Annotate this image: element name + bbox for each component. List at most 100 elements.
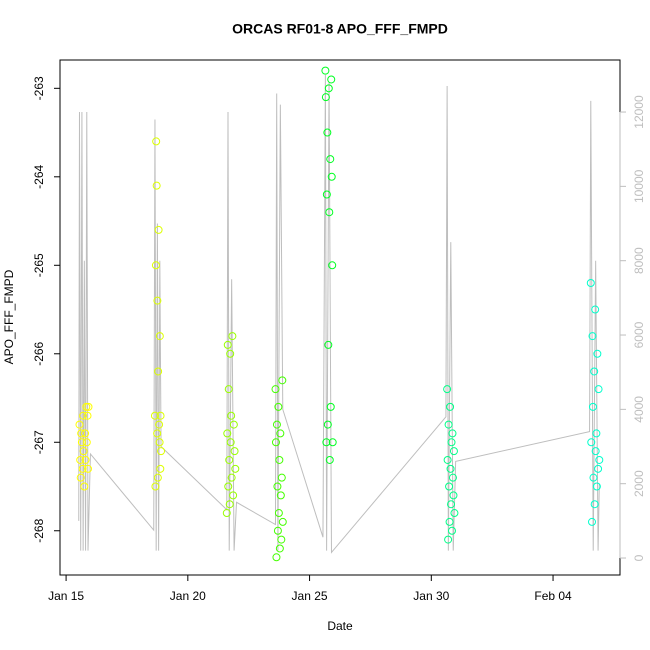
point: [591, 447, 600, 456]
point: [587, 438, 596, 447]
point: [445, 482, 454, 491]
point: [589, 473, 598, 482]
point: [272, 553, 281, 562]
point: [156, 464, 165, 473]
point: [445, 517, 454, 526]
point: [77, 429, 86, 438]
point: [449, 447, 458, 456]
point: [326, 402, 335, 411]
point: [592, 482, 601, 491]
point: [222, 509, 231, 518]
y-axis-label: APO_FFF_FMPD: [2, 269, 16, 364]
point: [325, 455, 334, 464]
y-tick-label: -266: [32, 341, 46, 365]
point: [225, 455, 234, 464]
point: [590, 500, 599, 509]
point: [277, 473, 286, 482]
point: [447, 500, 456, 509]
point: [271, 438, 280, 447]
point: [446, 402, 455, 411]
point: [588, 402, 597, 411]
point: [79, 447, 88, 456]
point: [444, 535, 453, 544]
point: [277, 535, 286, 544]
x-tick-label: Jan 25: [292, 589, 328, 603]
point: [231, 464, 240, 473]
point: [326, 155, 335, 164]
point: [155, 438, 164, 447]
point: [592, 429, 601, 438]
point: [444, 420, 453, 429]
point: [83, 411, 92, 420]
point: [81, 455, 90, 464]
point: [77, 438, 86, 447]
point: [325, 208, 334, 217]
y-tick-label: -268: [32, 518, 46, 542]
point: [321, 93, 330, 102]
point: [229, 491, 238, 500]
point: [153, 429, 162, 438]
y-tick-label: -265: [32, 253, 46, 277]
x-tick-label: Jan 15: [48, 589, 84, 603]
point: [586, 278, 595, 287]
point: [274, 402, 283, 411]
point: [274, 509, 283, 518]
point: [80, 482, 89, 491]
point: [276, 491, 285, 500]
point: [76, 455, 85, 464]
x-tick-label: Jan 20: [170, 589, 206, 603]
y-tick-label: -267: [32, 430, 46, 454]
x-tick-label: Jan 30: [413, 589, 449, 603]
point: [155, 420, 164, 429]
point: [78, 464, 87, 473]
point: [227, 411, 236, 420]
point: [224, 385, 233, 394]
point: [327, 172, 336, 181]
point: [153, 296, 162, 305]
point: [450, 509, 459, 518]
point: [278, 376, 287, 385]
point: [588, 517, 596, 526]
point: [226, 438, 235, 447]
y-tick-label: -263: [32, 76, 46, 100]
point: [228, 332, 237, 341]
point: [272, 420, 281, 429]
y2-tick-label: 4000: [632, 396, 646, 423]
point: [152, 137, 161, 146]
point: [595, 455, 604, 464]
point: [328, 261, 337, 270]
point: [226, 349, 235, 358]
point: [448, 429, 457, 438]
point: [150, 411, 159, 420]
x-axis-label: Date: [327, 619, 353, 633]
point: [278, 517, 287, 526]
point: [275, 455, 284, 464]
point: [152, 181, 161, 190]
point: [84, 402, 93, 411]
point: [322, 438, 331, 447]
point: [224, 482, 233, 491]
point: [79, 411, 88, 420]
y2-tick-label: 2000: [632, 470, 646, 497]
point: [321, 66, 330, 75]
point: [590, 367, 599, 376]
point: [76, 473, 85, 482]
x-tick-label: Feb 04: [534, 589, 572, 603]
point: [594, 385, 603, 394]
point: [223, 340, 232, 349]
y2-tick-label: 8000: [632, 247, 646, 274]
point: [230, 447, 239, 456]
point: [276, 429, 285, 438]
point: [81, 429, 90, 438]
point: [75, 420, 84, 429]
point: [328, 438, 337, 447]
point: [155, 332, 164, 341]
point: [227, 473, 236, 482]
point: [157, 447, 166, 456]
point: [588, 332, 597, 341]
point: [229, 420, 238, 429]
chart-title: ORCAS RF01-8 APO_FFF_FMPD: [232, 21, 448, 37]
point: [154, 225, 163, 234]
point: [448, 526, 456, 535]
point: [443, 385, 452, 394]
